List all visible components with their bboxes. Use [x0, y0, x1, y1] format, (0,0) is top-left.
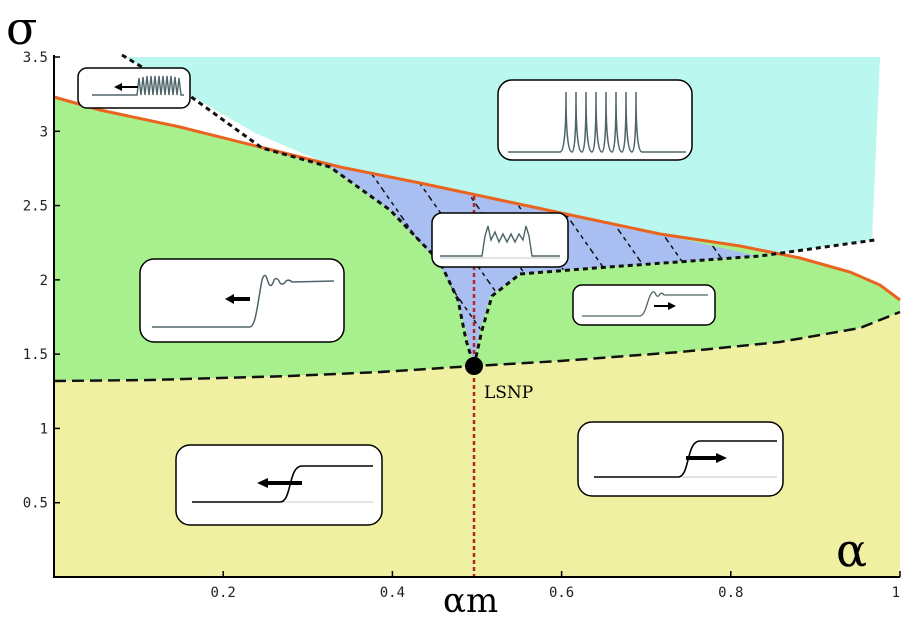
y-tick-label: 0.5 [23, 496, 48, 512]
oscillating-front-trace [92, 75, 184, 96]
y-axis-symbol: σ [6, 1, 37, 55]
y-tick-label: 2.5 [23, 199, 48, 215]
boundaries [53, 53, 901, 577]
upper-dashed-boundary [121, 53, 476, 367]
x-ticks: 0.2 0.4 0.6 0.8 1 [211, 571, 901, 601]
damped-front-trace [152, 274, 335, 328]
orange-boundary-curve [53, 95, 901, 302]
arrow-right-icon [686, 453, 727, 463]
modulated-plateau-inset [431, 212, 569, 268]
arrow-left-icon [114, 83, 138, 91]
oscillating-front-left-inset [77, 67, 191, 109]
lsnp-point [465, 357, 483, 375]
pulse-train-inset [497, 79, 693, 161]
x-tick-label: 0.8 [718, 585, 743, 601]
y-tick-label: 1 [40, 421, 48, 437]
lower-dashed-boundary [53, 310, 901, 383]
damped-front-left-inset [139, 258, 345, 343]
pulse-train-trace [508, 91, 686, 153]
axes: 0.5 1 1.5 2 2.5 3 3.5 0.2 0.4 0.6 0.8 1 σ α αm LSN… [6, 1, 901, 619]
x-tick-label: 0.6 [549, 585, 574, 601]
x-tick-label: 0.4 [380, 585, 405, 601]
x-tick-label: 0.2 [211, 585, 236, 601]
monotonic-front-right-inset [577, 421, 784, 497]
x-tick-label: 1 [892, 585, 900, 601]
y-tick-label: 3 [40, 124, 48, 140]
y-ticks: 0.5 1 1.5 2 2.5 3 3.5 [23, 50, 60, 512]
monotonic-front-left-inset [175, 444, 383, 526]
right-dashed-boundary [472, 238, 876, 367]
lsnp-label: LSNP [484, 383, 533, 403]
arrow-right-icon [654, 302, 676, 310]
x-axis-symbol: α [836, 523, 867, 577]
y-tick-label: 2 [40, 273, 48, 289]
y-tick-label: 3.5 [23, 50, 48, 66]
y-tick-label: 1.5 [23, 347, 48, 363]
modulated-plateau-trace [440, 225, 560, 257]
small-front-trace [582, 291, 708, 317]
insets [77, 67, 784, 526]
small-front-right-inset [572, 284, 716, 326]
alpha-m-label: αm [443, 581, 498, 619]
arrow-left-icon [257, 478, 302, 488]
arrow-left-icon [225, 294, 250, 304]
